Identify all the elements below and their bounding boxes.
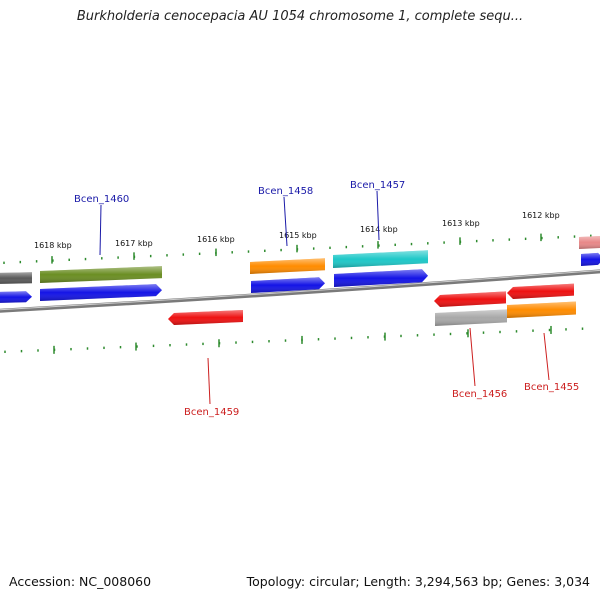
gene-feature: [168, 310, 243, 325]
genome-summary: Topology: circular; Length: 3,294,563 bp…: [246, 574, 590, 589]
gene-label-leader: [99, 204, 102, 256]
chromosome-backbone: [0, 269, 600, 313]
scale-label: 1618 kbp: [34, 241, 72, 250]
gene-label-leader: [469, 327, 476, 387]
gene-labels: Bcen_1460 Bcen_1458 Bcen_1457 Bcen_1459 Bcen…: [74, 180, 579, 418]
scale-label: 1612 kbp: [522, 211, 560, 220]
gene-label: Bcen_1457: [350, 180, 405, 191]
gene-feature: [333, 250, 428, 268]
gene-label-leader: [207, 357, 211, 405]
gene-features: [0, 235, 600, 326]
outer-scale-ticks: [3, 233, 592, 265]
scale-label: 1613 kbp: [442, 219, 480, 228]
scale-label: 1615 kbp: [279, 231, 317, 240]
gene-label: Bcen_1460: [74, 194, 129, 205]
gene-feature: [0, 291, 32, 303]
gene-label: Bcen_1458: [258, 186, 313, 197]
gene-feature: [435, 309, 507, 326]
gene-label: Bcen_1456: [452, 389, 507, 400]
gene-feature: [507, 301, 576, 318]
scale-label: 1617 kbp: [115, 239, 153, 248]
gene-label: Bcen_1455: [524, 382, 579, 393]
chromosome-backbone-highlight: [0, 269, 600, 311]
gene-feature: [40, 266, 162, 283]
gene-label-leader: [543, 332, 550, 381]
gene-feature: [251, 277, 325, 293]
accession-label: Accession: NC_008060: [9, 574, 152, 589]
gene-feature: [0, 272, 32, 284]
gene-label-leader: [376, 190, 380, 241]
gene-label: Bcen_1459: [184, 407, 239, 418]
gene-feature: [434, 291, 506, 307]
inner-scale-ticks: [4, 325, 584, 354]
scale-label: 1616 kbp: [197, 235, 235, 244]
gene-feature: [507, 283, 574, 299]
gene-feature: [581, 252, 600, 266]
gene-feature: [579, 235, 600, 249]
gene-feature: [334, 269, 428, 287]
gene-label-leaders: [99, 190, 550, 405]
map-title: Burkholderia cenocepacia AU 1054 chromos…: [76, 9, 524, 24]
gene-feature: [250, 258, 325, 274]
gene-label-leader: [283, 196, 288, 247]
gene-feature: [40, 284, 162, 301]
